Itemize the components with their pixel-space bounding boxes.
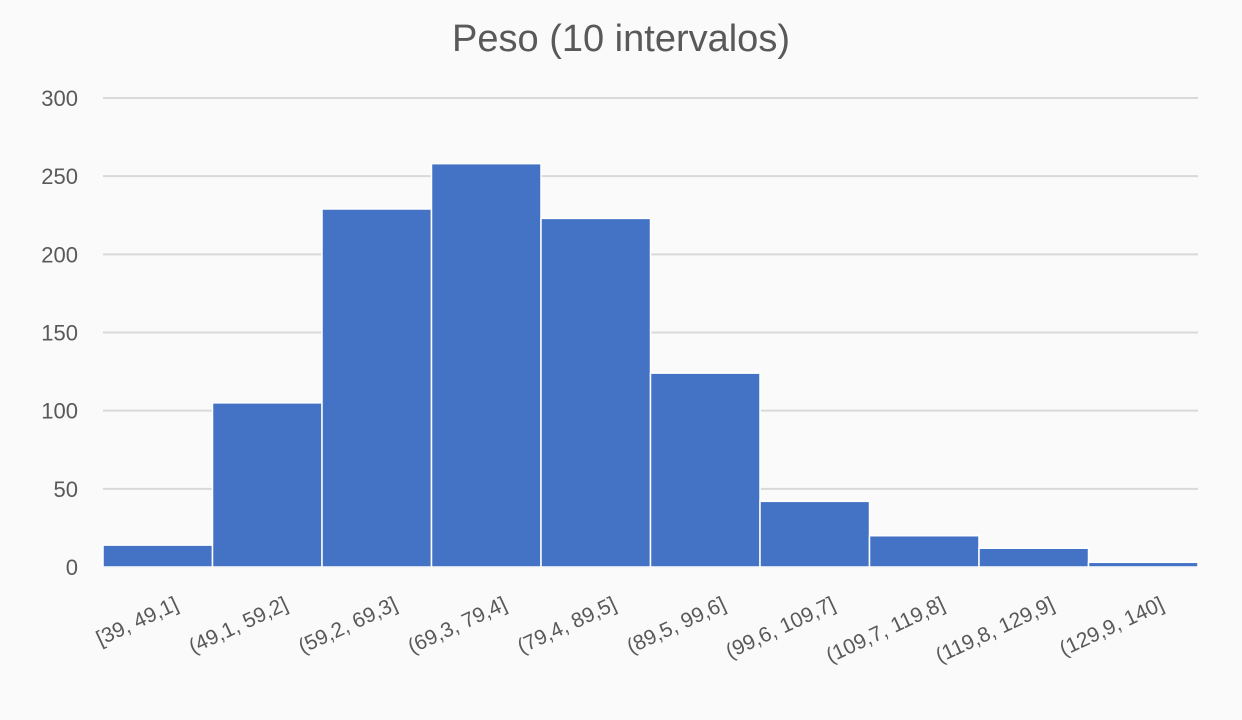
x-tick-label: (99,6, 109,7] — [722, 593, 839, 664]
histogram-bar — [649, 372, 761, 568]
histogram-bar — [868, 534, 980, 568]
x-tick-label: (119,8, 129,9] — [932, 593, 1058, 668]
histogram-bar — [211, 402, 323, 568]
y-tick-label: 150 — [41, 321, 78, 346]
x-tick-label: (79,4, 89,5] — [514, 593, 620, 659]
histogram-bar — [102, 544, 214, 568]
histogram-bar — [540, 217, 652, 568]
y-tick-label: 300 — [41, 86, 78, 111]
histogram-bar — [321, 208, 433, 568]
x-tick-label: (49,1, 59,2] — [185, 593, 291, 659]
histogram-bar — [1087, 561, 1199, 568]
x-tick-label: (59,2, 69,3] — [295, 593, 401, 659]
y-tick-label: 250 — [41, 164, 78, 189]
x-tick-label: (109,7, 119,8] — [823, 593, 949, 668]
histogram-bar — [759, 500, 871, 568]
histogram-bar — [978, 547, 1090, 568]
y-tick-label: 200 — [41, 242, 78, 267]
chart-title: Peso (10 intervalos) — [452, 18, 790, 60]
x-tick-label: (89,5, 99,6] — [623, 593, 729, 659]
y-tick-label: 50 — [54, 477, 78, 502]
x-tick-label: [39, 49,1] — [93, 593, 182, 651]
histogram-bar — [430, 162, 542, 568]
x-tick-label: (69,3, 79,4] — [404, 593, 510, 659]
y-tick-label: 100 — [41, 399, 78, 424]
y-tick-label: 0 — [66, 555, 78, 580]
x-tick-label: (129,9, 140] — [1056, 593, 1167, 661]
